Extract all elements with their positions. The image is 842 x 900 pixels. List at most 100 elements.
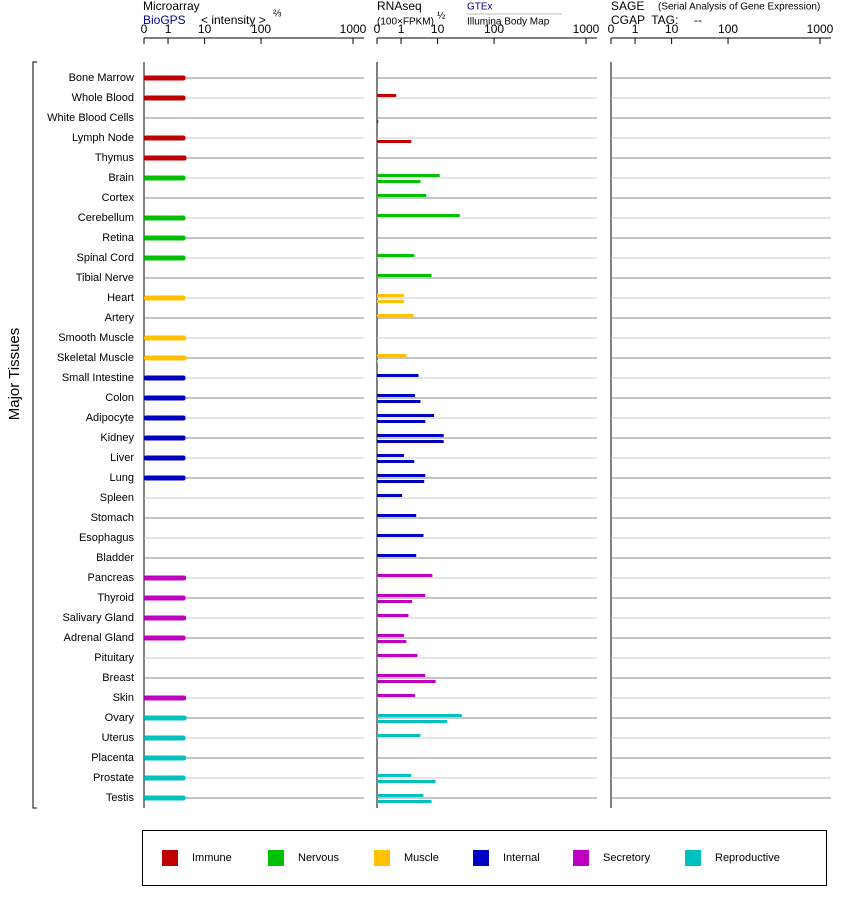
microarray-axis-label: < intensity > (201, 13, 266, 27)
tissue-label: Tibial Nerve (76, 272, 134, 284)
bar (377, 194, 427, 197)
legend-label: Reproductive (715, 852, 780, 864)
bar (377, 394, 415, 397)
legend-swatch (374, 850, 390, 866)
legend-swatch (268, 850, 284, 866)
tissue-label: Skin (113, 692, 134, 704)
bar (377, 514, 417, 517)
bar (377, 694, 415, 697)
tissue-label: Kidney (100, 432, 134, 444)
bar (377, 300, 404, 303)
x-tick-label: 1000 (573, 22, 600, 36)
tissue-label: Liver (110, 452, 134, 464)
tissue-label: Testis (106, 792, 135, 804)
x-tick-label: 0 (608, 22, 615, 36)
tissue-label: Lung (110, 472, 134, 484)
bar (377, 314, 414, 317)
sage-subtitle: (Serial Analysis of Gene Expression) (658, 2, 820, 13)
y-axis-label: Major Tissues (6, 328, 23, 421)
tissue-label: Skeletal Muscle (57, 352, 134, 364)
bar (144, 695, 187, 701)
bar (377, 294, 404, 297)
bar (144, 375, 186, 381)
rnaseq-title: RNAseq (377, 0, 422, 13)
bar (144, 155, 187, 161)
x-tick-label: 10 (198, 22, 212, 36)
x-tick-label: 100 (251, 22, 271, 36)
bar (144, 295, 186, 301)
rnaseq-axis-label: (100×FPKM) (377, 17, 434, 28)
x-tick-label: 10 (665, 22, 679, 36)
bar (377, 534, 424, 537)
tissue-label: Pancreas (88, 572, 135, 584)
bar (377, 600, 413, 603)
legend-label: Muscle (404, 852, 439, 864)
x-tick-label: 1 (632, 22, 639, 36)
bar (144, 475, 186, 481)
bar (377, 800, 432, 803)
bar (377, 554, 417, 557)
tissue-label: Adipocyte (86, 412, 134, 424)
bar (144, 355, 187, 361)
bar (377, 634, 404, 637)
tissue-label: Cortex (102, 192, 135, 204)
tissue-label: Breast (102, 672, 134, 684)
bar (377, 714, 462, 717)
bar (377, 214, 460, 217)
rnaseq-axis-exponent: ½ (437, 11, 446, 22)
legend-swatch (685, 850, 701, 866)
x-tick-label: 100 (718, 22, 738, 36)
bar (144, 175, 186, 181)
bar (144, 795, 186, 801)
microarray-axis-exponent: ⅔ (273, 9, 282, 20)
tissue-label: Lymph Node (72, 132, 134, 144)
bar (377, 774, 412, 777)
bar (377, 274, 432, 277)
legend-swatch (473, 850, 489, 866)
bar (144, 615, 187, 621)
bar (377, 140, 412, 143)
legend-label: Nervous (298, 852, 339, 864)
tissue-label: Smooth Muscle (58, 332, 134, 344)
series-name: Illumina Body Map (467, 17, 550, 28)
bracket (32, 61, 37, 809)
tissue-label: Thyroid (97, 592, 134, 604)
bar (377, 734, 421, 737)
bar (144, 755, 187, 761)
bar (377, 614, 409, 617)
bar (377, 794, 424, 797)
legend-box (142, 830, 827, 886)
bar (377, 400, 421, 403)
x-tick-label: 0 (374, 22, 381, 36)
microarray-source: BioGPS (143, 13, 186, 27)
bar (144, 415, 186, 421)
tissue-label: Esophagus (79, 532, 135, 544)
series-name: GTEx (467, 2, 493, 13)
x-tick-label: 0 (141, 22, 148, 36)
tissue-label: Ovary (105, 712, 135, 724)
sage-tag-value: -- (694, 13, 702, 27)
bar (377, 354, 407, 357)
tissue-label: Colon (105, 392, 134, 404)
tissue-label: Spinal Cord (77, 252, 134, 264)
bar (144, 215, 186, 221)
bar (144, 235, 186, 241)
bar (377, 420, 426, 423)
bar (144, 715, 187, 721)
bar (377, 674, 426, 677)
bar (377, 780, 436, 783)
bar (144, 575, 187, 581)
bar (144, 395, 186, 401)
tissue-label: Salivary Gland (62, 612, 134, 624)
x-tick-label: 1 (398, 22, 405, 36)
x-tick-label: 100 (484, 22, 504, 36)
x-tick-label: 1000 (340, 22, 367, 36)
legend-swatch (573, 850, 589, 866)
tissue-label: White Blood Cells (47, 112, 134, 124)
bar (377, 574, 433, 577)
bar (377, 474, 426, 477)
bar (377, 594, 426, 597)
bar (144, 335, 187, 341)
bar (377, 440, 444, 443)
bar (144, 775, 186, 781)
